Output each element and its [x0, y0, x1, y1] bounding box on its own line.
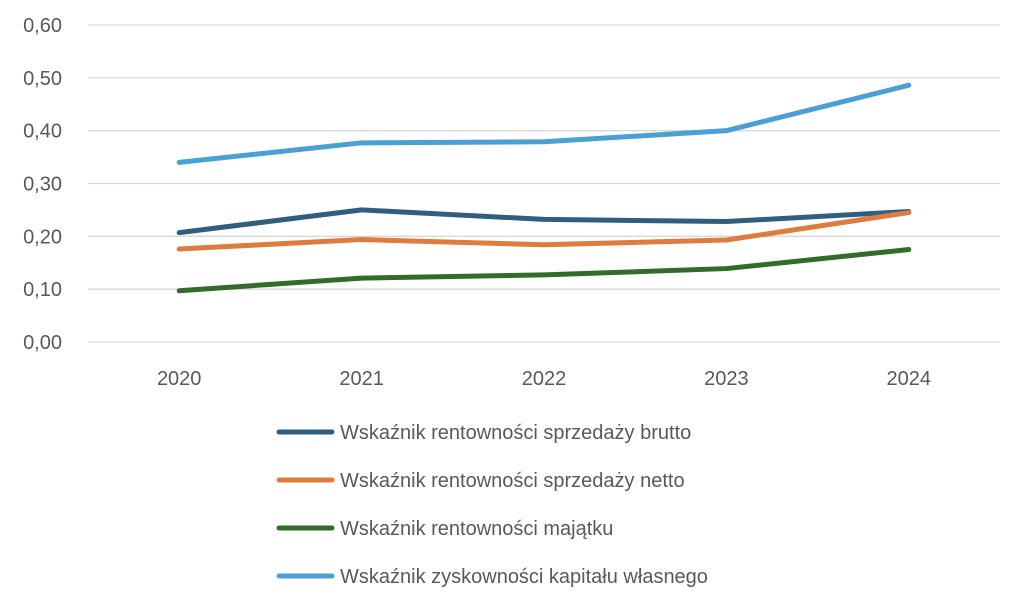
y-tick-label: 0,50 — [23, 68, 62, 90]
series-line — [176, 82, 912, 165]
x-tick-label: 2022 — [522, 368, 567, 390]
x-tick-label: 2024 — [887, 368, 932, 390]
legend-label: Wskaźnik rentowności sprzedaży netto — [340, 470, 685, 492]
y-tick-label: 0,00 — [23, 332, 62, 354]
y-tick-label: 0,40 — [23, 121, 62, 143]
series-line — [176, 207, 912, 236]
legend-label: Wskaźnik rentowności majątku — [340, 518, 613, 540]
x-tick-label: 2020 — [157, 368, 202, 390]
y-tick-label: 0,10 — [23, 279, 62, 301]
y-tick-label: 0,30 — [23, 174, 62, 196]
legend-label: Wskaźnik rentowności sprzedaży brutto — [340, 422, 691, 444]
series-line — [176, 247, 912, 294]
y-tick-label: 0,20 — [23, 226, 62, 248]
x-tick-label: 2021 — [339, 368, 384, 390]
x-tick-label: 2023 — [704, 368, 749, 390]
y-tick-label: 0,60 — [23, 15, 62, 37]
series-line — [176, 210, 912, 252]
legend-label: Wskaźnik zyskowności kapitału własnego — [340, 566, 708, 588]
